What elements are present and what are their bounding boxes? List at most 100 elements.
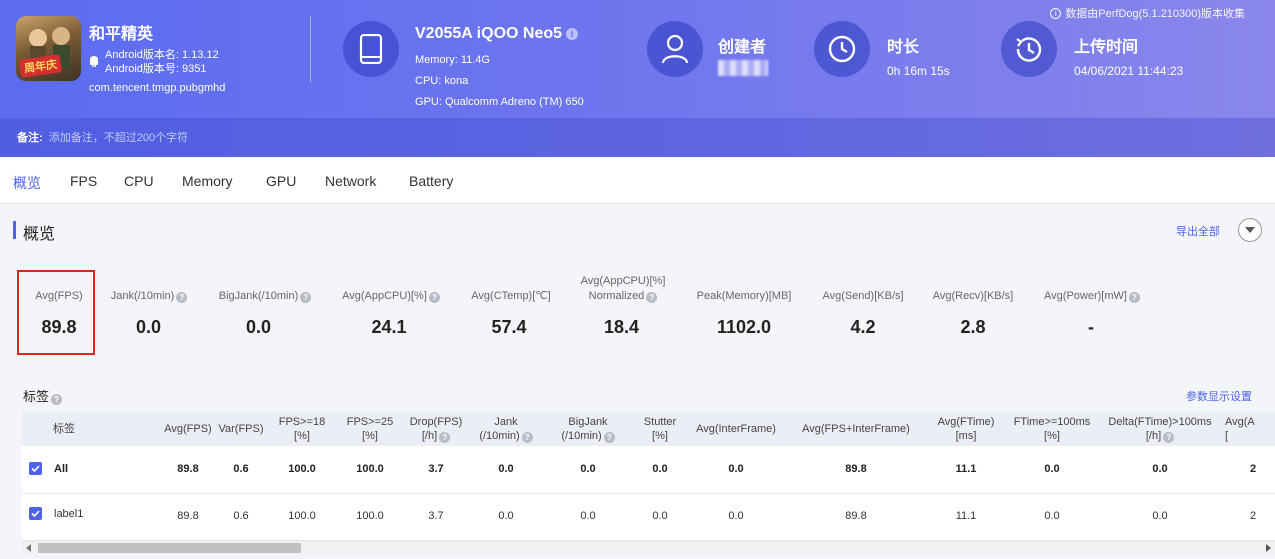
section-accent-bar	[13, 221, 16, 239]
expand-button[interactable]	[1238, 218, 1262, 242]
horizontal-scrollbar[interactable]	[22, 540, 1275, 554]
column-header-label: Jank	[494, 416, 518, 428]
device-gpu: GPU: Qualcomm Adreno (TM) 650	[415, 96, 584, 108]
metric-label: Avg(FPS)	[35, 290, 83, 302]
column-header-unit: [%]	[294, 430, 310, 442]
help-icon[interactable]: ?	[51, 394, 63, 405]
table-cell: 11.1	[955, 510, 977, 522]
help-icon[interactable]: ?	[646, 292, 658, 303]
scroll-right-arrow[interactable]	[1266, 544, 1271, 552]
package-name: com.tencent.tmgp.pubgmhd	[89, 82, 226, 94]
tab-gpu[interactable]: GPU	[266, 173, 297, 189]
table-cell: 0.0	[1044, 510, 1060, 522]
column-header-unit: [/h]	[421, 430, 438, 442]
device-info-icon[interactable]: i	[566, 28, 579, 40]
help-icon[interactable]: ?	[1128, 292, 1140, 303]
tags-table: 标签 Avg(FPS) Var(FPS) FPS>=18 [%] FPS>=25 […	[22, 411, 1275, 542]
column-header-unit: [	[1225, 430, 1229, 442]
upload-value: 04/06/2021 11:44:23	[1074, 64, 1184, 78]
column-header: Jank (/10min)?	[472, 414, 540, 444]
row-checkbox[interactable]	[29, 462, 42, 475]
column-header: Avg(InterFrame)	[692, 414, 780, 444]
table-row[interactable]: label1 89.8 0.6 100.0 100.0 3.7 0.0 0.0 …	[22, 494, 1275, 542]
notice-text: 数据由PerfDog(5.1.210300)版本收集	[1065, 8, 1245, 20]
tab-network[interactable]: Network	[325, 173, 377, 189]
remark-label: 备注:	[17, 132, 43, 144]
scroll-left-arrow[interactable]	[26, 544, 31, 552]
device-model-text: V2055A iQOO Neo5	[415, 25, 563, 42]
table-cell: 0.0	[498, 463, 514, 475]
metric-value: 89.8	[41, 317, 77, 337]
history-icon	[1001, 21, 1057, 77]
metric-avg-recv: Avg(Recv)[KB/s] 2.8	[926, 274, 1020, 338]
tags-title-text: 标签	[23, 389, 50, 404]
tab-overview[interactable]: 概览	[13, 175, 41, 191]
help-icon[interactable]: ?	[1163, 432, 1175, 443]
device-model: V2055A iQOO Neo5 i	[415, 25, 579, 43]
device-memory: Memory: 11.4G	[415, 54, 490, 66]
column-header-unit: [%]	[652, 430, 668, 442]
export-all-link[interactable]: 导出全部	[1176, 226, 1220, 238]
table-cell: 2	[1250, 510, 1257, 522]
help-icon[interactable]: ?	[603, 432, 615, 443]
upload-title: 上传时间	[1074, 39, 1139, 56]
metric-label: BigJank(/10min)	[218, 290, 299, 302]
column-header-label: Var(FPS)	[218, 423, 264, 435]
table-row[interactable]: All 89.8 0.6 100.0 100.0 3.7 0.0 0.0 0.0…	[22, 446, 1275, 494]
metric-appcpu-normalized: Avg(AppCPU)[%] Normalized? 18.4	[573, 274, 673, 338]
table-cell: 0.0	[1152, 510, 1168, 522]
table-cell: 89.8	[845, 510, 867, 522]
column-header: FPS>=18 [%]	[272, 414, 332, 444]
param-display-settings-link[interactable]: 参数显示设置	[1186, 391, 1252, 403]
remark-input[interactable]: 添加备注，不超过200个字符	[48, 132, 189, 144]
help-icon[interactable]: ?	[521, 432, 533, 443]
row-checkbox[interactable]	[29, 507, 42, 520]
metric-label: Peak(Memory)[MB]	[696, 290, 792, 302]
row-label: All	[54, 463, 69, 475]
metric-avg-fps: Avg(FPS) 89.8	[20, 274, 98, 338]
column-header: Stutter [%]	[634, 414, 686, 444]
metric-value: 2.8	[960, 317, 986, 337]
metric-label: Avg(Power)[mW]	[1044, 290, 1127, 302]
chevron-down-icon	[1245, 227, 1255, 233]
help-icon[interactable]: ?	[300, 292, 312, 303]
tab-fps[interactable]: FPS	[70, 173, 98, 189]
column-header-label: Stutter	[643, 416, 677, 428]
version-code: Android版本号: 9351	[105, 63, 207, 75]
help-icon[interactable]: ?	[439, 432, 451, 443]
metric-value: -	[1088, 317, 1094, 337]
device-cpu: CPU: kona	[415, 75, 469, 87]
column-header: 标签	[42, 414, 86, 444]
help-icon[interactable]: ?	[428, 292, 440, 303]
game-icon: 周年庆	[16, 16, 81, 81]
column-header: Avg(FPS)	[162, 414, 214, 444]
scroll-thumb[interactable]	[38, 543, 301, 553]
clock-icon	[814, 21, 870, 77]
column-header-unit: (/10min)	[479, 430, 520, 442]
check-icon	[31, 465, 40, 472]
column-header: Avg(A [	[1225, 414, 1275, 444]
tab-cpu[interactable]: CPU	[124, 173, 154, 189]
tab-memory[interactable]: Memory	[182, 173, 233, 189]
phone-icon	[343, 21, 399, 77]
column-header-label: Avg(FPS)	[164, 423, 212, 435]
column-header-label: Delta(FTime)>100ms	[1108, 416, 1212, 428]
column-header: FPS>=25 [%]	[340, 414, 400, 444]
help-icon[interactable]: ?	[176, 292, 188, 303]
creator-title: 创建者	[718, 39, 767, 56]
remark-bar[interactable]: 备注: 添加备注，不超过200个字符	[0, 118, 1275, 157]
user-icon	[647, 21, 703, 77]
table-cell: 11.1	[955, 463, 977, 475]
metric-avg-send: Avg(Send)[KB/s] 4.2	[815, 274, 911, 338]
tab-battery[interactable]: Battery	[409, 173, 454, 189]
table-cell: 100.0	[288, 510, 316, 522]
metric-value: 18.4	[603, 317, 640, 337]
metric-jank: Jank(/10min)? 0.0	[103, 274, 195, 338]
table-cell: 0.6	[233, 510, 249, 522]
metric-avg-appcpu: Avg(AppCPU)[%]? 24.1	[335, 274, 447, 338]
table-cell: 89.8	[177, 510, 199, 522]
table-cell: 89.8	[845, 463, 867, 475]
duration-value: 0h 16m 15s	[887, 64, 950, 78]
check-icon	[31, 510, 40, 517]
column-header: Avg(FTime) [ms]	[932, 414, 1000, 444]
